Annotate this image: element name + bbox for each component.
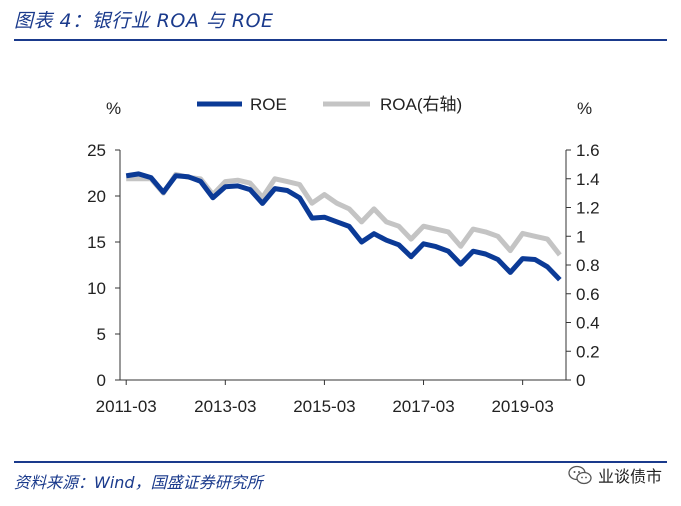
- x-tick-label: 2013-03: [194, 397, 256, 416]
- roa-line: [126, 171, 562, 257]
- footer-divider: [14, 461, 667, 463]
- right-axis-unit: %: [577, 99, 592, 118]
- x-tick-label: 2017-03: [392, 397, 454, 416]
- watermark-text: 业谈债市: [598, 467, 663, 486]
- x-tick-label: 2019-03: [491, 397, 553, 416]
- right-tick-label: 0.8: [576, 256, 600, 275]
- left-axis-unit: %: [106, 99, 121, 118]
- right-tick-label: 1: [576, 227, 585, 246]
- left-tick-label: 0: [97, 371, 106, 390]
- wechat-icon: [568, 465, 592, 485]
- left-tick-label: 5: [97, 325, 106, 344]
- left-tick-label: 20: [87, 187, 106, 206]
- right-tick-label: 1.6: [576, 141, 600, 160]
- left-tick-label: 15: [87, 233, 106, 252]
- title-divider: [14, 39, 667, 41]
- legend: ROE ROA(右轴): [197, 95, 462, 114]
- source-note: 资料来源：Wind，国盛证券研究所: [14, 473, 263, 492]
- right-tick-label: 1.2: [576, 199, 600, 218]
- figure-title: 图表 4：银行业 ROA 与 ROE: [14, 10, 274, 32]
- x-ticks: 2011-03 2013-03 2015-03 2017-03 2019-03: [96, 380, 554, 416]
- left-tick-label: 25: [87, 141, 106, 160]
- right-tick-label: 0.6: [576, 285, 600, 304]
- series-lines: [125, 171, 562, 282]
- right-y-ticks: 0 0.2 0.4 0.6 0.8 1 1.2 1.4 1.6: [566, 141, 600, 390]
- x-tick-label: 2011-03: [96, 397, 157, 416]
- left-tick-label: 10: [87, 279, 106, 298]
- right-tick-label: 0.2: [576, 342, 600, 361]
- watermark: 业谈债市: [568, 463, 662, 487]
- axes: [119, 150, 567, 381]
- legend-roe-label: ROE: [250, 95, 287, 114]
- right-tick-label: 0: [576, 371, 585, 390]
- x-tick-label: 2015-03: [293, 397, 355, 416]
- right-tick-label: 1.4: [576, 170, 600, 189]
- roe-line: [125, 171, 562, 282]
- right-tick-label: 0.4: [576, 314, 600, 333]
- left-y-ticks: 0 5 10 15 20 25: [87, 141, 120, 390]
- legend-roa-label: ROA(右轴): [380, 95, 462, 114]
